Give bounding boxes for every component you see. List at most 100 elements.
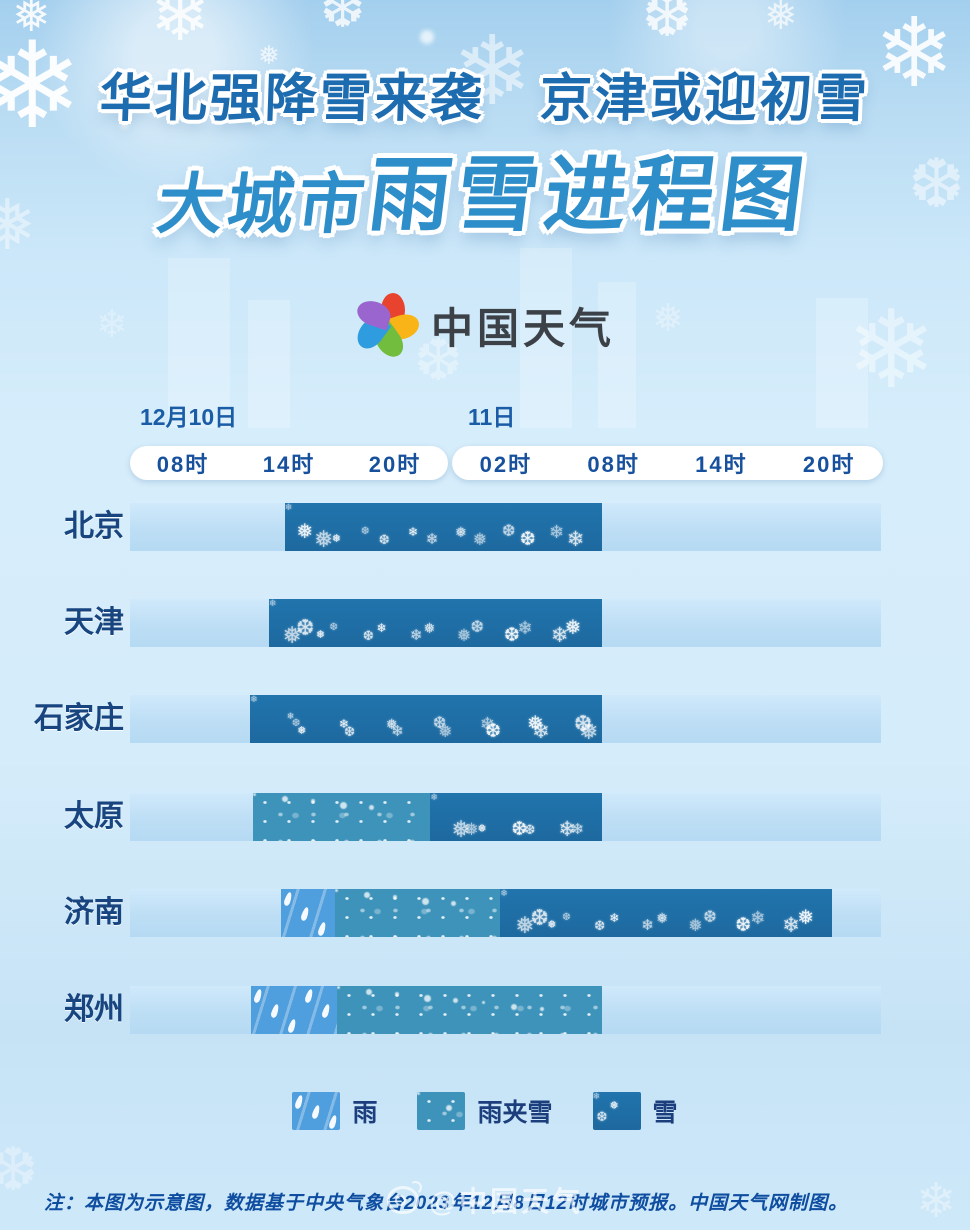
rain-swatch-icon (292, 1092, 341, 1130)
snowflake-pattern-icon: ❄ (430, 793, 438, 802)
segment-snow: ❄ ❅ ❆ ❄ ❅ ❆ ❄ ❅ ❆ ❄ ❅ ❆ ❄ ❅ (284, 503, 603, 551)
snowflake-pattern-icon: ❅ (547, 919, 557, 931)
segment-rain (250, 986, 338, 1034)
snowflake-pattern-icon: ❅ (296, 521, 314, 543)
city-label: 济南 (64, 896, 124, 929)
sleet-dot-icon (253, 793, 257, 796)
snowflake-pattern-icon: ❄ (592, 1092, 601, 1101)
snowflake-pattern-icon: ❄ (408, 525, 419, 539)
snowflake-icon: ❅ (764, 0, 798, 38)
snowflake-pattern-icon: ❄ (750, 908, 766, 928)
snowflake-pattern-icon: ❅ (526, 713, 544, 735)
sleet-dot-icon (340, 802, 348, 809)
pinwheel-logo-icon (351, 293, 423, 363)
segment-rain (280, 889, 335, 937)
snowflake-pattern-icon: ❆ (296, 615, 315, 640)
snowflake-pattern-icon: ❆ (291, 718, 301, 729)
poster-subtitle: 大城市 雨雪进程图 (0, 128, 970, 247)
snowflake-pattern-icon: ❄ (479, 714, 496, 734)
snowflake-pattern-icon: ❆ (485, 721, 502, 742)
raindrop-pattern-icon (328, 1114, 339, 1130)
snowflake-pattern-icon: ❄ (550, 624, 569, 647)
snowflake-pattern-icon: ❅ (579, 718, 599, 743)
raindrop-pattern-icon (286, 1018, 297, 1034)
snowflake-pattern-icon: ❅ (456, 626, 472, 645)
snowflake-pattern-icon: ❅ (423, 620, 436, 636)
snowflake-pattern-icon: ❆ (562, 912, 571, 923)
axis-tick: 08时 (156, 452, 210, 477)
china-weather-logo: 中国天气 (0, 293, 970, 363)
snowflake-pattern-icon: ❆ (361, 526, 370, 537)
raindrop-pattern-icon (320, 1003, 331, 1019)
segment-snow: ❄ ❅ ❆ ❄ ❅ ❆ ❄ ❅ ❆ ❄ ❅ ❆ ❄ ❅ ❆ (268, 599, 603, 647)
sleet-dot-icon (540, 1007, 545, 1011)
city-label: 石家庄 (34, 702, 124, 735)
snowflake-pattern-icon: ❄ (571, 821, 584, 838)
axis-tick: 02时 (479, 452, 533, 477)
snowflake-pattern-icon: ❅ (477, 823, 487, 835)
sleet-dot-icon (424, 995, 432, 1002)
city-row-taiyuan: 太原 ❄ ❅ ❆ ❄ ❅ ❆ ❄ ❅ (0, 793, 970, 841)
sleet-dot-icon (446, 1105, 453, 1111)
segment-sleet (253, 793, 431, 841)
poster-subtitle-prefix: 大城市 (153, 167, 373, 241)
legend-item-sleet: 雨夹雪 (417, 1092, 553, 1130)
snowflake-icon: ❆ (642, 0, 693, 49)
snowflake-pattern-icon: ❅ (564, 617, 582, 639)
snowflake-pattern-icon: ❄ (409, 627, 423, 644)
snowflake-pattern-icon: ❄ (641, 917, 654, 934)
legend-label: 雪 (652, 1099, 678, 1127)
city-label: 北京 (64, 510, 124, 543)
raindrop-pattern-icon (252, 988, 263, 1004)
snowflake-pattern-icon: ❆ (524, 822, 536, 837)
snowflake-pattern-icon: ❅ (451, 816, 471, 841)
snowflake-icon: ❄ (150, 0, 211, 56)
snowflake-pattern-icon: ❆ (596, 1109, 608, 1124)
snowflake-pattern-icon: ❅ (515, 912, 535, 937)
snowflake-pattern-icon: ❅ (385, 716, 398, 732)
snowflake-icon: ❆ (0, 1136, 39, 1203)
snowflake-pattern-icon: ❆ (519, 529, 536, 550)
snowflake-pattern-icon: ❆ (735, 915, 752, 936)
weather-track: ❄ ❅ ❆ ❄ ❅ ❆ ❄ ❅ (130, 793, 881, 841)
sleet-dot-icon (417, 1092, 421, 1095)
sleet-dot-icon (482, 1001, 486, 1004)
snowflake-icon: ❆ (320, 0, 366, 39)
city-row-jinan: 济南 ❄ ❅ ❆ ❄ ❅ ❆ ❄ ❅ ❆ ❄ ❅ ❆ ❄ ❅ ❆ (0, 889, 970, 937)
bokeh-dot (420, 30, 434, 44)
snowflake-pattern-icon: ❄ (338, 717, 349, 731)
legend-item-rain: 雨 (292, 1092, 377, 1130)
axis-tick: 20时 (368, 452, 422, 477)
poster-title: 华北强降雪来袭 京津或迎初雪 (98, 70, 871, 128)
raindrop-pattern-icon (282, 891, 293, 907)
snowflake-icon: ❅ (12, 0, 51, 41)
snowflake-pattern-icon: ❅ (314, 526, 334, 551)
snowflake-pattern-icon: ❅ (797, 907, 815, 929)
sleet-dot-icon (366, 989, 373, 995)
legend: 雨 雨夹雪 ❄ ❅ ❆ 雪 (0, 1092, 970, 1130)
sleet-dot-icon (282, 796, 289, 802)
sleet-swatch-icon (417, 1092, 466, 1130)
legend-label: 雨 (352, 1099, 378, 1127)
snowflake-pattern-icon: ❄ (286, 711, 295, 721)
snowflake-pattern-icon: ❄ (500, 889, 508, 898)
segment-snow: ❄ ❅ ❆ ❄ ❅ ❆ ❄ ❅ ❆ ❄ ❅ ❆ ❄ ❅ ❆ (500, 889, 833, 937)
axis-tick: 08时 (587, 452, 640, 477)
sleet-dot-icon (335, 889, 339, 892)
raindrop-pattern-icon (316, 921, 327, 937)
snowflake-pattern-icon: ❅ (609, 1100, 619, 1112)
snowflake-pattern-icon: ❆ (344, 724, 356, 739)
snowflake-pattern-icon: ❄ (425, 531, 439, 548)
weather-track: ❄ ❅ ❆ ❄ ❅ ❆ ❄ ❅ ❆ ❄ ❅ ❆ ❄ ❅ (130, 503, 881, 551)
snowflake-pattern-icon: ❅ (282, 622, 302, 647)
city-row-zhengzhou: 郑州 (0, 986, 970, 1034)
segment-sleet (337, 986, 603, 1034)
footnote: 注：本图为示意图，数据基于中央气象台2023年12月8日12时城市预报。中国天气… (44, 1193, 849, 1214)
snowflake-pattern-icon: ❄ (566, 528, 585, 551)
snowflake-pattern-icon: ❅ (331, 533, 341, 545)
weather-track: ❄ ❅ ❆ ❄ ❅ ❆ ❄ ❅ ❆ ❄ ❅ ❆ ❄ ❅ ❆ ❄ (130, 695, 881, 743)
axis-day2-label: 11日 (468, 404, 516, 430)
snowflake-pattern-icon: ❆ (470, 619, 484, 636)
sleet-dot-icon (511, 1004, 518, 1010)
snowflake-pattern-icon: ❄ (391, 723, 404, 740)
